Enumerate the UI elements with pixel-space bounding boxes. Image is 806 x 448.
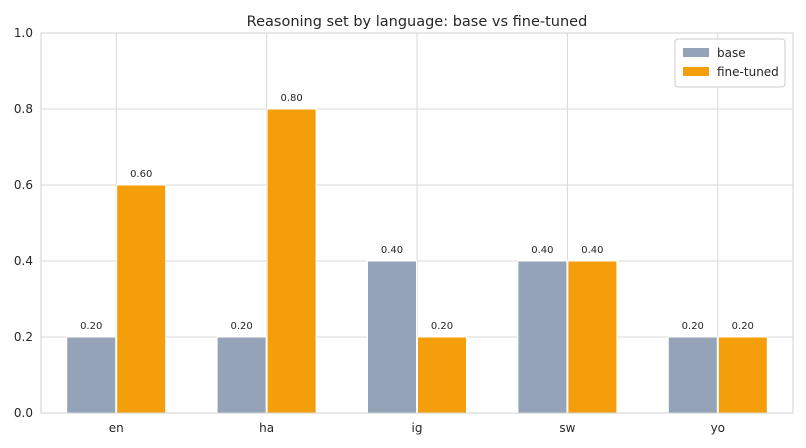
bar-value-label: 0.20	[230, 321, 252, 332]
bar-value-labels: 0.20 0.20 0.40 0.40 0.20 0.60 0.80 0.20 0.40 0.20	[80, 93, 754, 332]
y-tick-label: 0.6	[14, 178, 33, 192]
plot-frame	[40, 32, 794, 414]
y-tick-label: 0.8	[14, 102, 33, 116]
bar-value-label: 0.80	[280, 93, 302, 104]
x-tick-label: sw	[559, 421, 575, 435]
x-tick-label: ig	[412, 421, 423, 435]
legend-swatch-base	[683, 48, 709, 57]
bar-base-en	[66, 336, 117, 414]
bar-value-label: 0.20	[431, 321, 453, 332]
bar-value-label: 0.40	[381, 245, 403, 256]
bar-value-label: 0.20	[732, 321, 754, 332]
bar-value-label: 0.40	[531, 245, 553, 256]
axes: 0.0 0.2 0.4 0.6 0.8 1.0 en ha ig sw yo	[14, 26, 725, 435]
bar-fine-tuned-yo	[717, 336, 768, 414]
x-tick-label: en	[109, 421, 124, 435]
y-tick-label: 1.0	[14, 26, 33, 40]
chart-title: Reasoning set by language: base vs fine-…	[247, 14, 588, 30]
bar-fine-tuned-ig	[417, 336, 467, 414]
y-tick-label: 0.0	[14, 406, 33, 420]
legend-swatch-fine-tuned	[683, 67, 709, 76]
x-tick-label: ha	[259, 421, 274, 435]
bar-value-label: 0.20	[682, 321, 704, 332]
bar-value-label: 0.40	[581, 245, 603, 256]
bar-base-ha	[216, 336, 267, 414]
bar-base-ig	[367, 260, 417, 414]
y-tick-label: 0.4	[14, 254, 33, 268]
bar-value-label: 0.20	[80, 321, 102, 332]
bars	[66, 108, 768, 414]
legend-label-fine-tuned: fine-tuned	[717, 65, 779, 79]
x-tick-label: yo	[711, 421, 725, 435]
bar-base-sw	[517, 260, 568, 414]
y-tick-label: 0.2	[14, 330, 33, 344]
bar-base-yo	[667, 336, 718, 414]
bar-fine-tuned-ha	[266, 108, 317, 414]
legend-label-base: base	[717, 46, 746, 60]
legend: base fine-tuned	[674, 38, 786, 88]
bar-fine-tuned-en	[116, 184, 167, 414]
bar-value-label: 0.60	[130, 169, 152, 180]
bar-fine-tuned-sw	[567, 260, 618, 414]
